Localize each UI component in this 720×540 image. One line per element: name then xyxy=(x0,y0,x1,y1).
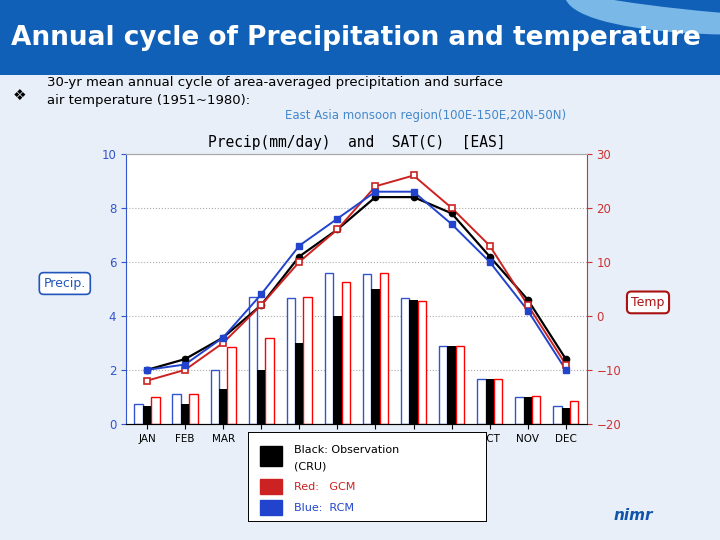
Bar xyxy=(151,397,160,424)
Bar xyxy=(143,406,151,424)
Bar xyxy=(287,298,295,424)
Bar xyxy=(447,346,456,424)
Bar xyxy=(485,379,494,424)
Text: East Asia monsoon region(100E-150E,20N-50N): East Asia monsoon region(100E-150E,20N-5… xyxy=(285,109,566,122)
Bar xyxy=(562,408,570,424)
Bar xyxy=(494,379,503,424)
Text: 30-yr mean annual cycle of area-averaged precipitation and surface
air temperatu: 30-yr mean annual cycle of area-averaged… xyxy=(47,76,503,107)
Bar xyxy=(135,404,143,424)
Bar xyxy=(325,273,333,424)
Bar xyxy=(439,346,447,424)
Bar xyxy=(303,297,312,424)
Text: nimr: nimr xyxy=(614,508,653,523)
Bar xyxy=(341,282,350,424)
Text: Annual cycle of Precipitation and temperature: Annual cycle of Precipitation and temper… xyxy=(11,24,701,51)
Text: Blue:  RCM: Blue: RCM xyxy=(294,503,354,513)
Bar xyxy=(248,297,257,424)
Title: Precip(mm/day)  and  SAT(C)  [EAS]: Precip(mm/day) and SAT(C) [EAS] xyxy=(207,135,505,150)
Bar xyxy=(333,316,341,424)
Bar xyxy=(379,273,388,424)
Bar xyxy=(363,274,372,424)
Bar xyxy=(553,406,562,424)
Bar xyxy=(295,343,303,424)
Bar xyxy=(372,289,379,424)
Text: (CRU): (CRU) xyxy=(294,462,326,472)
Bar xyxy=(181,404,189,424)
Bar xyxy=(418,301,426,424)
Text: Red:   GCM: Red: GCM xyxy=(294,482,355,492)
Bar xyxy=(261,446,282,466)
Bar xyxy=(410,300,418,424)
Bar xyxy=(189,394,197,424)
Bar xyxy=(532,395,540,424)
Bar xyxy=(266,338,274,424)
Bar xyxy=(257,370,266,424)
Text: Precip.: Precip. xyxy=(44,277,86,290)
Bar xyxy=(173,394,181,424)
Text: Temp: Temp xyxy=(631,296,665,309)
Text: ❖: ❖ xyxy=(13,87,27,103)
Bar xyxy=(228,347,235,424)
Bar xyxy=(477,379,485,424)
Bar xyxy=(456,346,464,424)
Bar xyxy=(261,500,282,515)
Text: Black: Observation: Black: Observation xyxy=(294,445,399,455)
Bar xyxy=(570,401,578,424)
Bar xyxy=(401,298,410,424)
Bar xyxy=(523,397,532,424)
FancyBboxPatch shape xyxy=(0,0,720,75)
Bar xyxy=(261,479,282,495)
Bar xyxy=(516,397,523,424)
Bar xyxy=(219,389,228,424)
Bar xyxy=(210,370,219,424)
